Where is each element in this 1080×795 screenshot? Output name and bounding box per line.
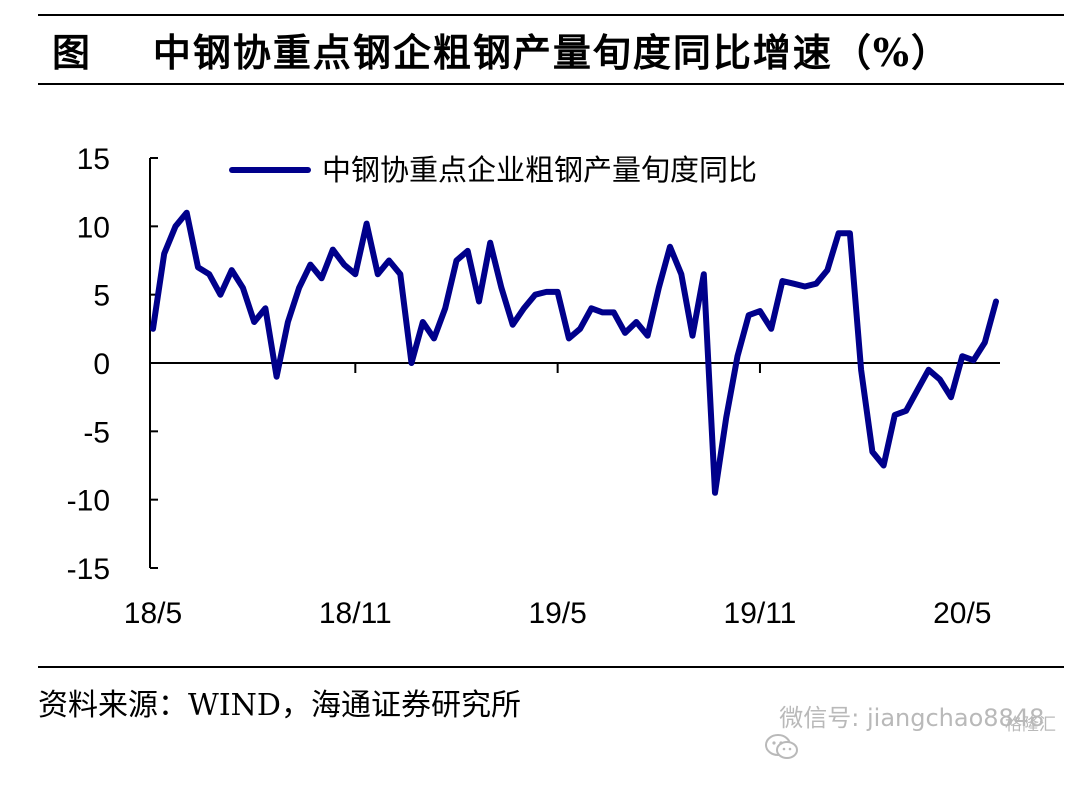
wechat-icon: [733, 705, 769, 733]
chart-title: 图 中钢协重点钢企粗钢产量旬度同比增速（%）: [52, 22, 951, 77]
series-line: [153, 213, 996, 493]
x-tick-label: 20/5: [933, 597, 991, 630]
y-tick-label: 15: [77, 143, 110, 176]
title-underline: [38, 83, 1064, 85]
y-tick-label: -5: [83, 416, 110, 449]
y-tick-label: -15: [67, 553, 110, 586]
top-rule: [38, 14, 1064, 16]
x-tick-label: 19/11: [724, 597, 797, 630]
x-tick-label: 19/5: [528, 597, 586, 630]
chart-area: 15 10 5 0 -5 -10 -15 18/5 18/11 19/5 19/11 20/5 中钢协重…: [0, 90, 1080, 660]
title-bar: 图 中钢协重点钢企粗钢产量旬度同比增速（%）: [0, 0, 1080, 84]
line-chart: 15 10 5 0 -5 -10 -15 18/5 18/11 19/5 19/11 20/5 中钢协重…: [0, 90, 1080, 660]
y-tick-label: 10: [77, 211, 110, 244]
y-tick-label: 0: [93, 348, 110, 381]
legend-label: 中钢协重点企业粗钢产量旬度同比: [322, 154, 757, 187]
source-note: 资料来源：WIND，海通证券研究所: [38, 680, 521, 724]
y-tick-label: -10: [67, 485, 110, 518]
bottom-rule: [38, 666, 1064, 668]
brand-badge: 格隆汇: [1005, 710, 1056, 735]
y-tick-label: 5: [93, 280, 110, 313]
x-tick-label: 18/5: [124, 597, 182, 630]
watermark: 微信号: jiangchao8848: [718, 670, 1044, 733]
x-tick-label: 18/11: [319, 597, 392, 630]
